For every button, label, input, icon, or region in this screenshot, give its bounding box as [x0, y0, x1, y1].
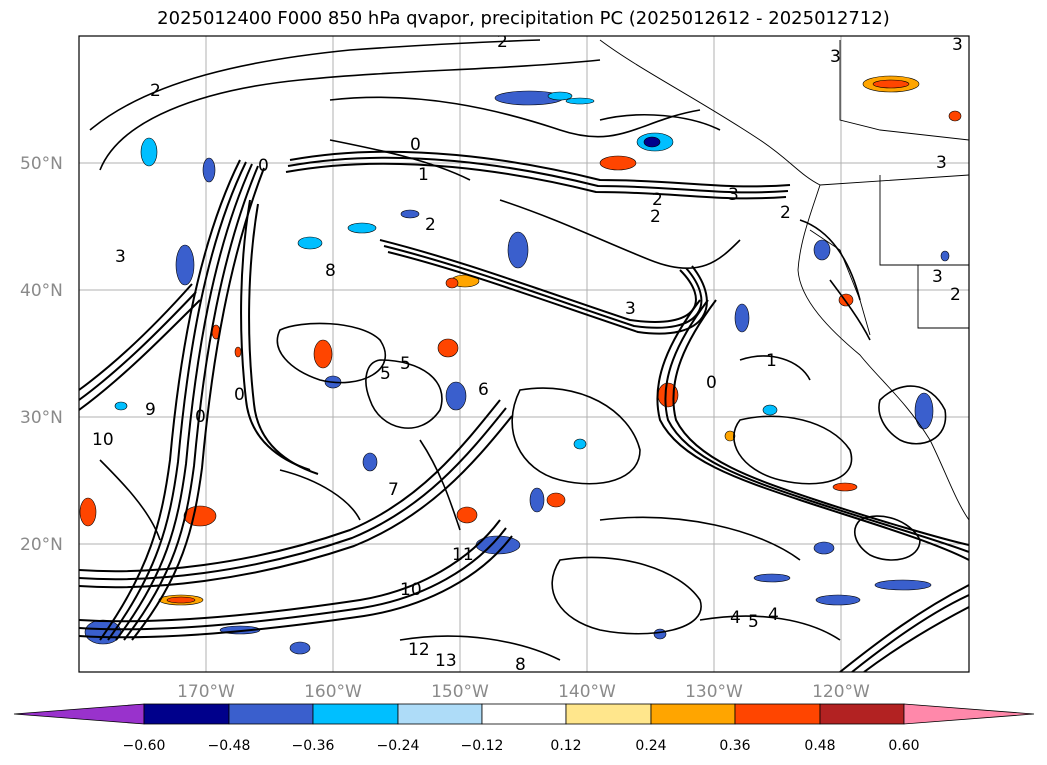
contour-label: 3: [728, 185, 739, 205]
contour-labels: 2 3 3 2 0 2 3 2 2 2 1 0 3 3 8 5 5 9 0 0 …: [92, 32, 963, 675]
lat-label: 40°N: [20, 281, 63, 301]
colorbar-tick-label: 0.60: [888, 738, 919, 754]
contour-label: 4: [730, 608, 741, 628]
contour-label: 6: [478, 380, 489, 400]
contour-label: 2: [150, 81, 161, 101]
contour-label: 2: [780, 203, 791, 223]
contour-label: 3: [625, 299, 636, 319]
contour-label: 2: [652, 190, 663, 210]
colorbar-segment: [312, 703, 399, 725]
colorbar-segment: [650, 703, 736, 725]
contour-label: 2: [497, 32, 508, 52]
colorbar-segment: [819, 703, 905, 725]
contour-label: 8: [325, 261, 336, 281]
contour-label: 13: [435, 651, 457, 671]
contour-label: 1: [766, 351, 777, 371]
contour-label: 2: [650, 207, 661, 227]
contour-label: 5: [380, 364, 391, 384]
contour-label: 10: [92, 430, 114, 450]
contour-label: 0: [410, 135, 421, 155]
contour-label: 3: [115, 247, 126, 267]
contour-label: 0: [258, 156, 269, 176]
contour-label: 5: [400, 354, 411, 374]
precip-patches: [79, 75, 962, 655]
colorbar-segment: [228, 703, 314, 725]
contour-label: 9: [145, 400, 156, 420]
colorbar-tick-label: −0.48: [208, 738, 251, 754]
contour-label: 3: [936, 153, 947, 173]
lon-label: 140°W: [558, 682, 616, 702]
colorbar-segment: [397, 703, 483, 725]
map-panel: 2 3 3 2 0 2 3 2 2 2 1 0 3 3 8 5 5 9 0 0 …: [79, 32, 969, 675]
lon-labels: 170°W 160°W 150°W 140°W 130°W 120°W: [177, 682, 870, 702]
qvapor-contours-minor: [89, 39, 947, 661]
colorbar-segment: [481, 703, 567, 725]
contour-label: 3: [932, 267, 943, 287]
colorbar-tick-label: −0.36: [292, 738, 335, 754]
lon-label: 120°W: [812, 682, 870, 702]
colorbar-tick-label: −0.60: [123, 738, 166, 754]
coastline: [599, 39, 969, 521]
lon-label: 160°W: [304, 682, 362, 702]
colorbar-tick-label: −0.12: [461, 738, 504, 754]
lat-label: 30°N: [20, 408, 63, 428]
colorbar-extend-max: [903, 703, 1035, 725]
lon-label: 170°W: [177, 682, 235, 702]
lon-label: 130°W: [685, 682, 743, 702]
colorbar-segment: [734, 703, 821, 725]
lat-label: 50°N: [20, 154, 63, 174]
contour-label: 12: [408, 640, 430, 660]
colorbar-segment: [565, 703, 652, 725]
colorbar-tick-label: 0.12: [550, 738, 581, 754]
lat-labels: 50°N 40°N 30°N 20°N: [20, 154, 63, 555]
map-border: [78, 35, 970, 673]
lat-label: 20°N: [20, 535, 63, 555]
colorbar-extend-min: [13, 703, 145, 725]
contour-label: 0: [195, 407, 206, 427]
contour-label: 0: [234, 385, 245, 405]
colorbar-segment: [143, 703, 230, 725]
contour-label: 8: [515, 655, 526, 675]
colorbar: [13, 703, 1035, 725]
colorbar-tick-label: −0.24: [377, 738, 420, 754]
contour-label: 11: [452, 545, 474, 565]
colorbar-tick-label: 0.48: [804, 738, 835, 754]
contour-label: 0: [706, 373, 717, 393]
contour-label: 3: [952, 35, 963, 55]
contour-label: 3: [830, 47, 841, 67]
map-title: 2025012400 F000 850 hPa qvapor, precipit…: [157, 8, 890, 29]
contour-label: 7: [388, 480, 399, 500]
colorbar-tick-label: 0.36: [719, 738, 750, 754]
lon-label: 150°W: [431, 682, 489, 702]
contour-label: 10: [400, 580, 422, 600]
colorbar-labels: −0.60 −0.48 −0.36 −0.24 −0.12 0.12 0.24 …: [123, 738, 920, 754]
contour-label: 4: [768, 605, 779, 625]
colorbar-tick-label: 0.24: [635, 738, 666, 754]
qvapor-contours: [79, 150, 969, 672]
contour-label: 2: [425, 215, 436, 235]
contour-label: 5: [748, 612, 759, 632]
contour-label: 2: [950, 285, 961, 305]
contour-label: 1: [418, 165, 429, 185]
